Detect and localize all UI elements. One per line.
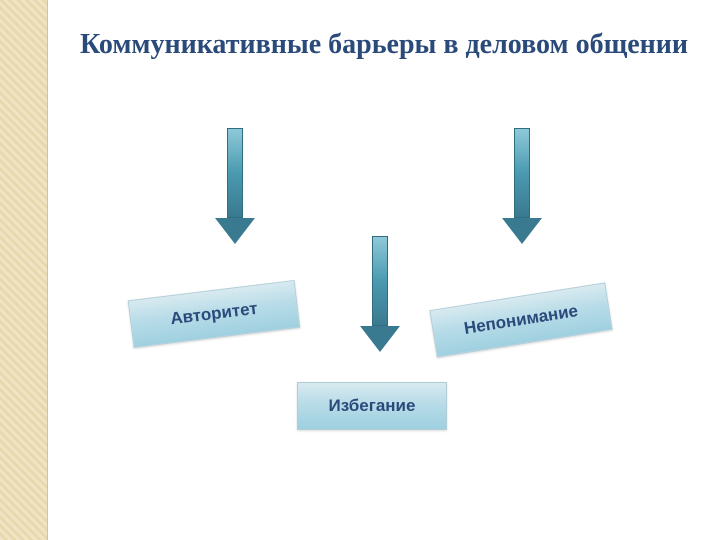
left-decorative-stripe	[0, 0, 48, 540]
arrow-shaft	[372, 236, 388, 326]
concept-box-label: Избегание	[329, 396, 416, 416]
arrow-head-icon	[360, 326, 400, 352]
concept-box-1: Авторитет	[128, 280, 301, 348]
slide-title: Коммуникативные барьеры в деловом общени…	[48, 28, 720, 62]
arrow-head-icon	[502, 218, 542, 244]
arrow-down-2	[360, 236, 400, 352]
concept-box-label: Авторитет	[169, 299, 259, 330]
arrow-down-1	[215, 128, 255, 244]
arrow-head-icon	[215, 218, 255, 244]
concept-box-3: Непонимание	[429, 282, 612, 357]
concept-box-2: Избегание	[297, 382, 447, 430]
arrow-down-3	[502, 128, 542, 244]
arrow-shaft	[514, 128, 530, 218]
concept-box-label: Непонимание	[463, 301, 580, 339]
arrow-shaft	[227, 128, 243, 218]
